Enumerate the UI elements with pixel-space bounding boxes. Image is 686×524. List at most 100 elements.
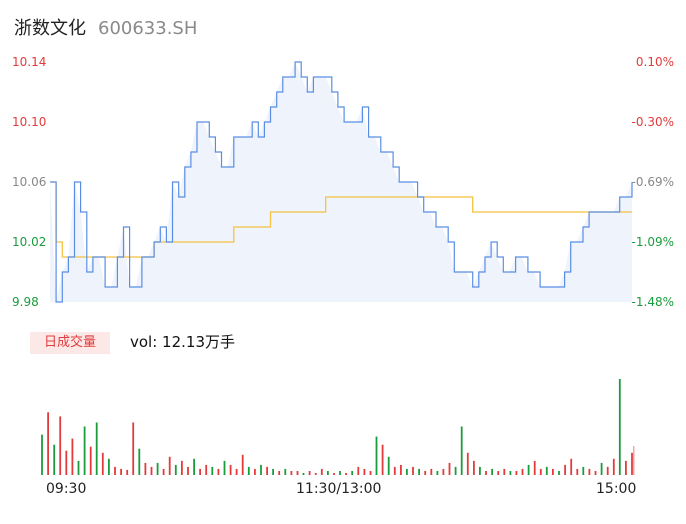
price-tick-label: 9.98 <box>12 295 39 309</box>
volume-bar <box>150 466 153 475</box>
volume-bar <box>570 458 573 475</box>
volume-bar <box>101 452 104 475</box>
volume-bar <box>381 444 384 475</box>
volume-bar <box>241 454 244 475</box>
stock-title: 浙数文化 600633.SH <box>14 14 197 40</box>
volume-bar <box>290 471 293 475</box>
volume-bar <box>631 452 633 475</box>
volume-bar <box>473 460 475 475</box>
volume-bar <box>260 464 262 475</box>
volume-bar <box>454 466 457 475</box>
volume-bar <box>369 471 372 475</box>
volume-bar <box>497 471 500 475</box>
volume-bar <box>345 473 347 475</box>
volume-bar <box>83 426 86 475</box>
volume-bar <box>156 462 159 475</box>
volume-bar <box>618 379 621 475</box>
volume-bar <box>612 458 615 475</box>
volume-bar <box>515 471 518 475</box>
percent-tick-label: -0.30% <box>631 115 674 129</box>
volume-bar <box>633 446 635 475</box>
volume-bar <box>448 462 451 475</box>
volume-bar <box>576 468 579 475</box>
volume-bar <box>351 471 354 475</box>
percent-tick-label: -1.09% <box>631 235 674 249</box>
volume-bar <box>363 468 366 475</box>
percent-tick-label: -1.48% <box>631 295 674 309</box>
volume-bar <box>466 452 469 475</box>
volume-bar <box>314 473 317 475</box>
volume-bar <box>333 473 335 475</box>
volume-bar <box>126 469 129 475</box>
volume-bar <box>296 471 299 475</box>
stock-name: 浙数文化 <box>14 18 86 39</box>
volume-bar <box>181 460 183 475</box>
volume-bar <box>162 468 165 475</box>
volume-bar <box>582 466 585 475</box>
volume-bar <box>247 466 250 475</box>
volume-bar <box>138 448 141 475</box>
volume-bar <box>564 464 566 475</box>
volume-bar <box>327 471 329 475</box>
price-tick-label: 10.06 <box>12 175 47 189</box>
volume-bar <box>144 462 147 475</box>
volume-bar <box>41 434 43 475</box>
volume-bar <box>375 436 378 475</box>
percent-tick-label: 0.10% <box>635 55 674 69</box>
volume-bar <box>199 468 201 475</box>
volume-bar <box>339 471 341 475</box>
volume-bar <box>89 446 92 475</box>
price-tick-label: 10.14 <box>12 55 47 69</box>
volume-bar <box>552 468 554 475</box>
volume-bar <box>588 468 591 475</box>
volume-bar <box>71 438 74 475</box>
volume-bar <box>77 460 80 475</box>
time-tick-label: 11:30/13:00 <box>296 481 382 497</box>
time-tick-label: 15:00 <box>596 481 637 497</box>
volume-bar <box>485 471 487 475</box>
volume-bar <box>600 462 603 475</box>
volume-bar <box>284 468 287 475</box>
volume-bar <box>108 458 110 475</box>
volume-bar <box>120 468 122 475</box>
volume-bar <box>53 444 56 475</box>
volume-bar <box>114 466 116 475</box>
volume-bar <box>357 466 360 475</box>
volume-bar <box>132 422 135 475</box>
price-area <box>50 62 632 302</box>
volume-bar <box>320 468 323 475</box>
percent-tick-label: -0.69% <box>631 175 674 189</box>
price-tick-label: 10.10 <box>12 115 47 129</box>
volume-bar <box>254 468 256 475</box>
volume-bar <box>558 471 560 475</box>
volume-bar <box>503 468 506 475</box>
volume-bar <box>387 456 390 475</box>
volume-bar <box>412 466 414 475</box>
volume-bar <box>217 468 220 475</box>
volume-bar <box>406 468 408 475</box>
volume-bar <box>393 466 396 475</box>
volume-summary: vol: 12.13万手 <box>130 333 235 351</box>
volume-bar <box>272 468 274 475</box>
volume-tab[interactable]: 日成交量 <box>30 332 110 354</box>
volume-bar <box>266 466 268 475</box>
volume-bar <box>479 466 481 475</box>
volume-bar <box>460 426 463 475</box>
volume-bar <box>442 468 445 475</box>
volume-bar <box>521 468 524 475</box>
volume-bar <box>95 422 98 475</box>
volume-bar <box>65 450 68 475</box>
volume-bar <box>418 468 420 475</box>
volume-bar <box>168 456 171 475</box>
volume-bar <box>174 464 177 475</box>
volume-bar <box>229 464 232 475</box>
volume-bar <box>211 466 214 475</box>
price-line <box>50 61 633 303</box>
volume-bar <box>430 468 433 475</box>
stock-code: 600633.SH <box>98 18 198 39</box>
volume-bar <box>527 464 530 475</box>
volume-bar <box>594 471 597 475</box>
volume-bar <box>491 468 493 475</box>
volume-bar <box>223 460 226 475</box>
